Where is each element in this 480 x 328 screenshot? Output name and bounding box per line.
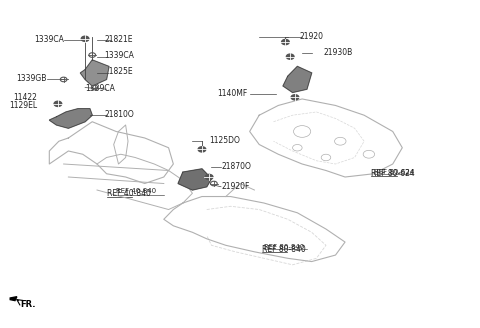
Text: 21810O: 21810O <box>104 110 134 119</box>
Text: REF 80-624: REF 80-624 <box>372 169 415 177</box>
Text: REF 80-624: REF 80-624 <box>373 169 414 175</box>
Circle shape <box>54 101 62 106</box>
Circle shape <box>287 54 294 59</box>
Polygon shape <box>10 297 17 300</box>
Text: 21930B: 21930B <box>324 48 353 57</box>
Circle shape <box>81 36 89 41</box>
Text: 1129EL: 1129EL <box>9 101 37 110</box>
Circle shape <box>291 95 299 100</box>
Text: 1140MF: 1140MF <box>217 89 247 98</box>
Text: 11422: 11422 <box>13 92 37 101</box>
Polygon shape <box>80 60 109 86</box>
Text: 1339CA: 1339CA <box>85 84 115 93</box>
Text: 1339CA: 1339CA <box>104 51 134 60</box>
Text: 1125DO: 1125DO <box>209 136 240 145</box>
Text: 1339GB: 1339GB <box>16 74 47 83</box>
Text: 1339CA: 1339CA <box>34 35 64 44</box>
Text: REF 80-840: REF 80-840 <box>264 244 304 250</box>
Text: 21870O: 21870O <box>221 162 251 171</box>
Circle shape <box>282 39 289 45</box>
Polygon shape <box>178 169 212 190</box>
Circle shape <box>205 174 213 180</box>
Text: REF 40-840: REF 40-840 <box>107 190 150 198</box>
Polygon shape <box>49 109 92 128</box>
Text: FR.: FR. <box>21 300 36 309</box>
Text: 21920: 21920 <box>300 32 324 41</box>
Circle shape <box>198 147 206 152</box>
Polygon shape <box>283 67 312 92</box>
Text: 21821E: 21821E <box>104 35 132 44</box>
Text: REF 80-840: REF 80-840 <box>262 245 305 254</box>
Text: 21825E: 21825E <box>104 68 133 76</box>
Text: 21920F: 21920F <box>221 182 250 191</box>
Text: REF 40-840: REF 40-840 <box>116 188 156 194</box>
